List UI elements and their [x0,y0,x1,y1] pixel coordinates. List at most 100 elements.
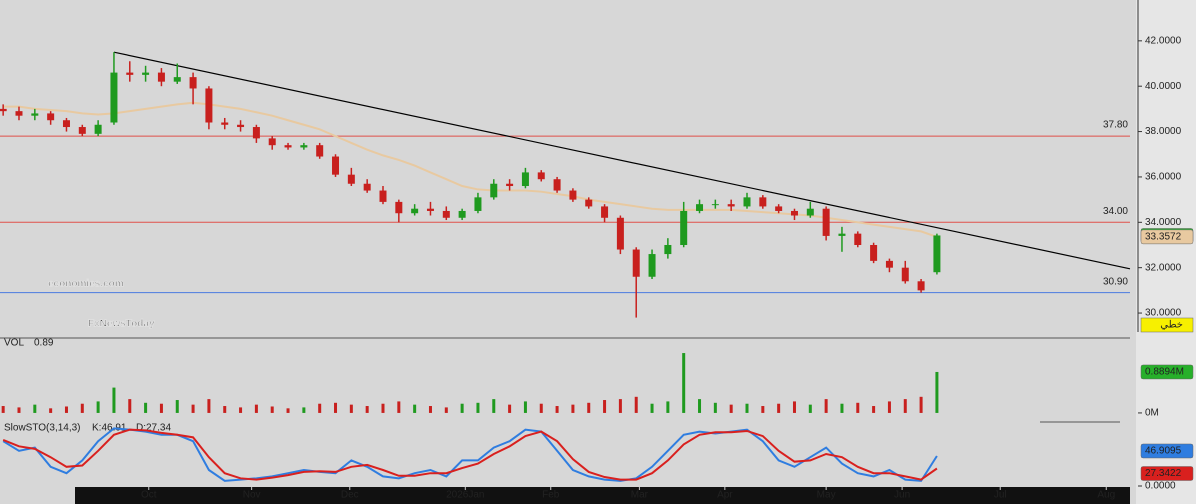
volume-bar [1,406,5,413]
x-tick-label: Aug [1097,490,1115,501]
y-tick-label: 40.0000 [1145,81,1182,92]
x-tick-label: Jun [894,490,910,501]
volume-bar [286,408,290,413]
volume-bar [903,399,907,413]
value-badge [1140,364,1194,380]
candle-body [94,124,102,134]
candle-body [759,197,767,207]
volume-bar [49,408,53,413]
candle-body [838,233,846,236]
candle-body [569,190,577,200]
volume-bar [144,402,148,413]
volume-bar [112,387,116,413]
candle-body [727,204,735,207]
candle-body [221,122,229,125]
watermark: FxNewsToday [88,319,155,330]
indicator-badge [1140,317,1194,333]
y-tick-label: 32.0000 [1145,262,1182,273]
candle-body [31,113,39,116]
y-tick-label: 0.0000 [1145,481,1176,492]
volume-bar [33,404,37,413]
x-tick-label: 2026Jan [446,490,484,501]
candle-body [173,77,181,82]
candle-body [680,210,688,245]
candle-body [901,267,909,282]
volume-bar [523,401,527,413]
volume-bar [603,400,607,413]
volume-bar [476,402,480,413]
volume-bar [239,407,243,413]
indicator-line [2,428,938,481]
volume-bar [302,407,306,413]
volume-bar [254,404,258,413]
volume-bar [492,399,496,413]
x-tick-label: May [817,490,836,501]
candle-body [933,235,941,273]
candle-body [252,127,260,139]
volume-bar [634,396,638,413]
volume-bar [318,403,322,413]
candle-body [553,179,561,191]
candle-body [506,183,514,187]
y-tick-label: 42.0000 [1145,35,1182,46]
x-tick-label: Apr [717,490,733,501]
volume-bar [650,403,654,413]
candle-body [268,138,276,146]
volume-bar [587,402,591,413]
volume-bar [175,400,179,413]
volume-bar [777,403,781,413]
candle-body [426,208,434,211]
value-badge [1140,443,1194,459]
volume-bar [729,404,733,413]
value-badge [1140,466,1194,481]
value-badge-label: 27.3422 [1145,468,1182,479]
level-label: 37.80 [1103,120,1128,131]
volume-bar [872,406,876,413]
candle-body [157,72,165,82]
candle-body [0,108,7,112]
candle-body [316,145,324,157]
volume-bar [792,401,796,413]
volume-bar [365,406,369,413]
volume-bar [887,401,891,413]
candle-body [790,210,798,216]
candle-body [379,190,387,202]
panel-title: SlowSTO(3,14,3) [4,423,81,434]
candle-body [521,172,529,187]
x-axis-band [75,487,1130,504]
volume-bar [808,404,812,413]
volume-bar [223,406,227,413]
candle-body [917,281,925,291]
volume-bar [571,404,575,413]
volume-bar [745,403,749,413]
candle-body [616,217,624,250]
x-tick-label: Oct [141,490,157,501]
value-badge-label: 33.3572 [1145,232,1182,243]
volume-bar [397,401,401,413]
panel-title: VOL [4,338,24,349]
value-badge-label: 46.9095 [1145,446,1182,457]
volume-bar [413,404,417,413]
candle-body [237,124,245,128]
volume-bar [618,399,622,413]
candle-body [822,208,830,236]
volume-bar [270,406,274,413]
volume-bar [919,396,923,413]
volume-bar [856,402,860,413]
candle-body [284,145,292,148]
y-tick-label: 36.0000 [1145,172,1182,183]
candle-body [332,156,340,175]
candle-body [411,208,419,214]
volume-bar [428,406,432,413]
y-tick-label: 38.0000 [1145,126,1182,137]
candle-body [775,206,783,211]
volume-bar [334,402,338,413]
volume-bar [207,399,211,413]
volume-bar [349,404,353,413]
legend-entry: D:27.34 [136,423,171,434]
candle-body [854,233,862,245]
trend-line [113,51,1131,270]
volume-bar [935,371,939,413]
candle-body [585,199,593,207]
volume-bar [64,406,68,413]
